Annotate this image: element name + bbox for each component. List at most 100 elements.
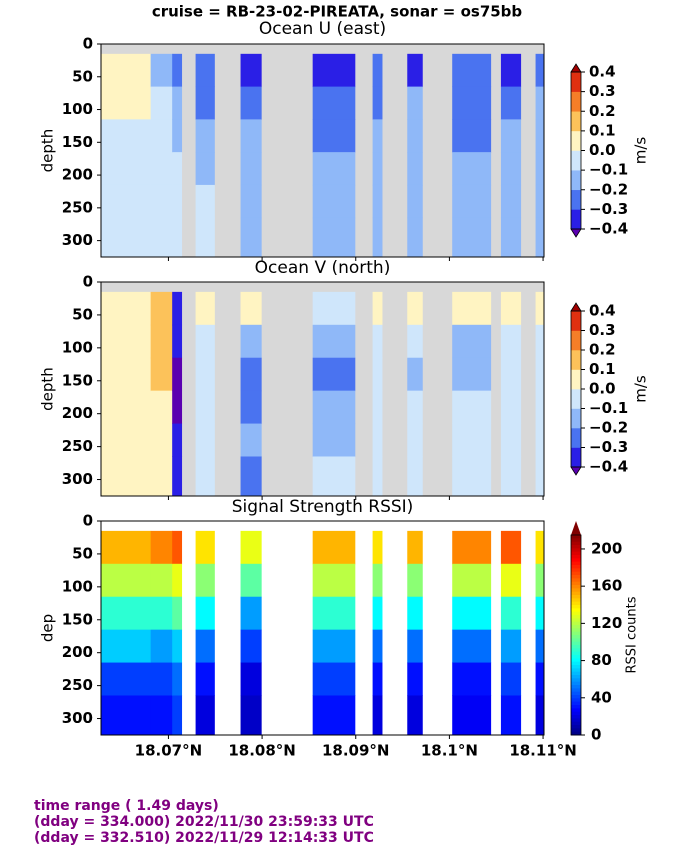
colorbar-tick-label: 0.1: [589, 121, 616, 139]
cell: [150, 530, 173, 565]
cell: [195, 119, 215, 153]
footer-line: (dday = 334.000) 2022/11/30 23:59:33 UTC: [34, 814, 374, 830]
cell: [101, 324, 152, 359]
cell: [195, 291, 215, 326]
y-tick-label: 250: [62, 437, 93, 455]
cell: [240, 184, 262, 219]
cell: [535, 119, 545, 153]
colorbar-segment: [571, 568, 581, 573]
cell: [172, 184, 183, 219]
cell: [452, 217, 492, 258]
colorbar-segment: [571, 685, 581, 689]
y-tick-label: 50: [72, 544, 93, 562]
y-tick-label: 0: [83, 273, 93, 291]
cell: [240, 53, 262, 88]
colorbar-tick-label: 120: [591, 614, 622, 632]
cell: [535, 530, 545, 565]
cell: [101, 456, 152, 497]
colorbar-label: RSSI counts: [625, 596, 640, 673]
colorbar-segment: [571, 189, 581, 210]
cell: [452, 456, 492, 497]
cell: [312, 423, 356, 457]
cell: [312, 152, 356, 186]
cell: [407, 324, 423, 359]
colorbar-segment: [571, 588, 581, 593]
colorbar-segment: [571, 170, 581, 191]
cell: [535, 184, 545, 219]
colorbar-segment: [571, 648, 581, 653]
figure-title: cruise = RB-23-02-PIREATA, sonar = os75b…: [152, 3, 523, 21]
cell: [407, 530, 423, 565]
colorbar-segment: [571, 641, 581, 646]
cell: [535, 53, 545, 88]
cell: [407, 119, 423, 153]
colorbar-segment: [571, 721, 581, 726]
cell: [172, 324, 183, 359]
cell: [535, 357, 545, 392]
colorbar-segment: [571, 558, 581, 563]
cell: [452, 563, 492, 598]
cell: [101, 291, 152, 326]
cell: [452, 357, 492, 392]
colorbar-segment: [571, 447, 581, 468]
cell: [312, 596, 356, 631]
cell: [500, 184, 522, 219]
cell: [535, 217, 545, 258]
cell: [101, 662, 152, 696]
colorbar-segment: [571, 561, 581, 566]
x-tick-label: 18.1°N: [421, 742, 478, 760]
cell: [407, 423, 423, 457]
cell: [150, 324, 173, 359]
cell: [195, 357, 215, 392]
cell: [172, 629, 183, 664]
colorbar-extend: [570, 302, 582, 312]
cell: [195, 217, 215, 258]
y-tick-label: 300: [62, 709, 93, 727]
colorbar-segment: [571, 651, 581, 656]
colorbar-segment: [571, 551, 581, 556]
cell: [372, 86, 383, 120]
panel-title: Ocean U (east): [259, 19, 386, 39]
cell: [101, 217, 152, 258]
cell: [195, 423, 215, 457]
cell: [172, 423, 183, 457]
cell: [312, 86, 356, 120]
cell: [312, 291, 356, 326]
cell: [150, 662, 173, 696]
cell: [407, 596, 423, 631]
colorbar-segment: [571, 625, 581, 629]
cell: [452, 629, 492, 664]
colorbar-segment: [571, 311, 581, 331]
colorbar-label: m/s: [632, 137, 650, 165]
cell: [240, 662, 262, 696]
cell: [535, 390, 545, 425]
cell: [535, 695, 545, 736]
colorbar-tick-label: −0.1: [589, 161, 628, 179]
cell: [372, 291, 383, 326]
colorbar-tick-label: 80: [591, 651, 612, 669]
colorbar-segment: [571, 635, 581, 639]
y-tick-label: 200: [62, 643, 93, 661]
colorbar-segment: [571, 595, 581, 599]
cell: [312, 217, 356, 258]
colorbar-tick-label: −0.2: [589, 180, 628, 198]
colorbar-segment: [571, 575, 581, 579]
cell: [150, 629, 173, 664]
cell: [101, 86, 152, 120]
cell: [101, 629, 152, 664]
cell: [172, 530, 183, 565]
colorbar-tick-label: 160: [591, 577, 622, 595]
colorbar-segment: [571, 605, 581, 609]
cell: [101, 390, 152, 425]
colorbar-segment: [571, 701, 581, 706]
footer-line: time range ( 1.49 days): [34, 798, 219, 814]
colorbar-segment: [571, 581, 581, 586]
cell: [195, 390, 215, 425]
cell: [172, 217, 183, 258]
cell: [240, 324, 262, 359]
cell: [452, 662, 492, 696]
plot-frame: [100, 520, 545, 736]
cell: [500, 695, 522, 736]
colorbar-segment: [571, 91, 581, 112]
cell: [372, 695, 383, 736]
